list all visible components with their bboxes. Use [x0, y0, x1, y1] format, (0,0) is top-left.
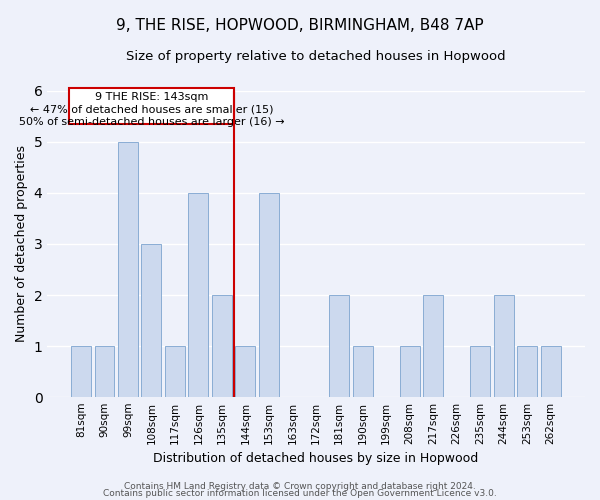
Bar [142, 244, 161, 398]
Bar [165, 346, 185, 398]
Bar [235, 346, 256, 398]
Text: 50% of semi-detached houses are larger (16) →: 50% of semi-detached houses are larger (… [19, 117, 284, 127]
X-axis label: Distribution of detached houses by size in Hopwood: Distribution of detached houses by size … [153, 452, 478, 465]
Bar [212, 295, 232, 398]
Bar [70, 88, 233, 124]
Bar [541, 346, 560, 398]
Bar [259, 193, 279, 398]
Title: Size of property relative to detached houses in Hopwood: Size of property relative to detached ho… [126, 50, 506, 63]
Text: ← 47% of detached houses are smaller (15): ← 47% of detached houses are smaller (15… [30, 105, 273, 115]
Bar [517, 346, 537, 398]
Bar [118, 142, 138, 398]
Bar [353, 346, 373, 398]
Y-axis label: Number of detached properties: Number of detached properties [15, 146, 28, 342]
Bar [188, 193, 208, 398]
Bar [71, 346, 91, 398]
Text: Contains HM Land Registry data © Crown copyright and database right 2024.: Contains HM Land Registry data © Crown c… [124, 482, 476, 491]
Text: 9, THE RISE, HOPWOOD, BIRMINGHAM, B48 7AP: 9, THE RISE, HOPWOOD, BIRMINGHAM, B48 7A… [116, 18, 484, 32]
Bar [400, 346, 419, 398]
Bar [494, 295, 514, 398]
Bar [423, 295, 443, 398]
Text: Contains public sector information licensed under the Open Government Licence v3: Contains public sector information licen… [103, 488, 497, 498]
Bar [95, 346, 115, 398]
Text: 9 THE RISE: 143sqm: 9 THE RISE: 143sqm [95, 92, 208, 102]
Bar [329, 295, 349, 398]
Bar [470, 346, 490, 398]
